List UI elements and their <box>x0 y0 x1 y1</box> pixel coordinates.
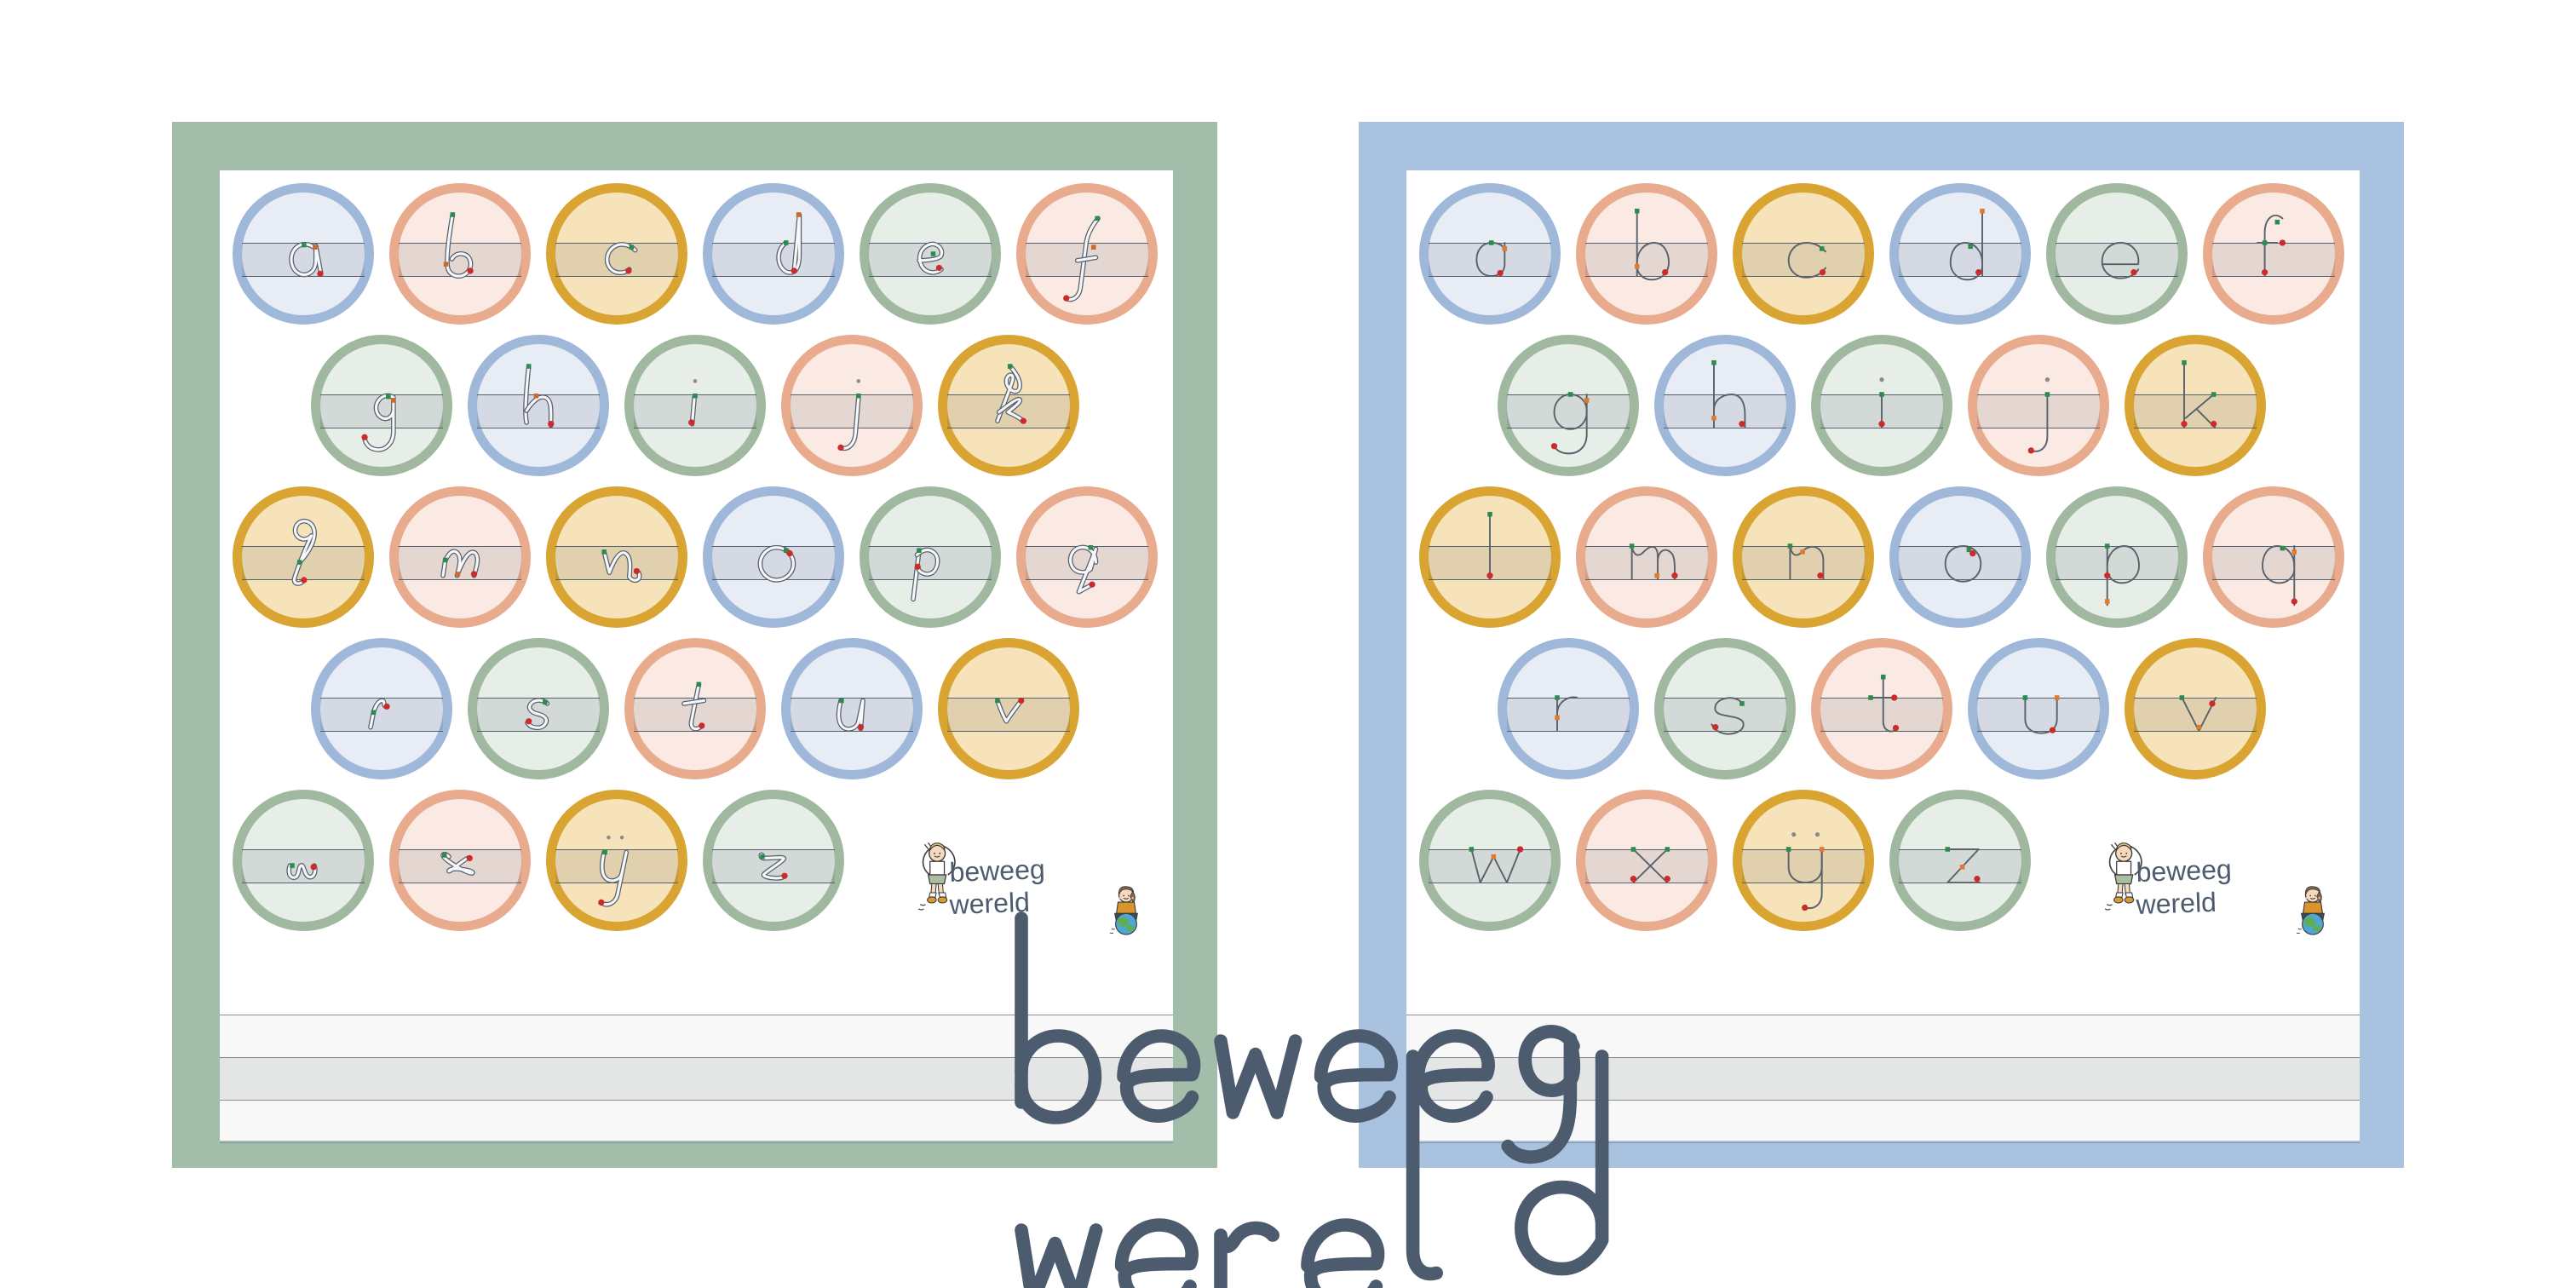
svg-text:beweeg: beweeg <box>2136 854 2232 888</box>
svg-text:wereld: wereld <box>2135 887 2217 920</box>
svg-text:beweeg: beweeg <box>949 854 1045 888</box>
